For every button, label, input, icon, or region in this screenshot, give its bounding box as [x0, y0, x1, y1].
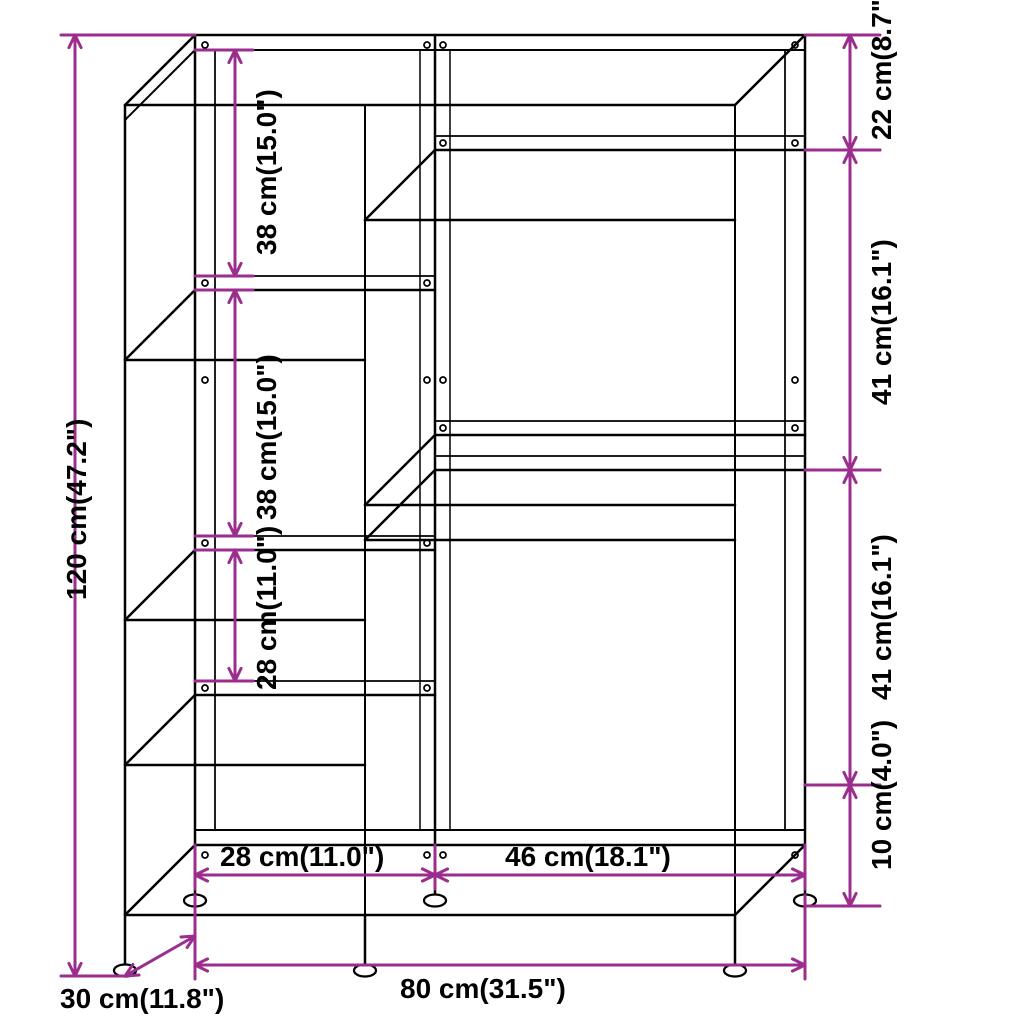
dim-left-38b: 38 cm(15.0")	[253, 354, 281, 520]
dim-total-height: 120 cm(47.2")	[63, 419, 91, 600]
dim-right-41a: 41 cm(16.1")	[868, 239, 896, 405]
dim-width-80: 80 cm(31.5")	[400, 975, 566, 1003]
dim-right-10: 10 cm(4.0")	[868, 720, 896, 870]
dim-right-41b: 41 cm(16.1")	[868, 534, 896, 700]
dim-left-28: 28 cm(11.0")	[253, 526, 281, 690]
dim-left-38a: 38 cm(15.0")	[253, 89, 281, 255]
dim-inner-28: 28 cm(11.0")	[220, 843, 384, 871]
dim-right-22: 22 cm(8.7")	[868, 0, 896, 140]
dim-inner-46: 46 cm(18.1")	[505, 843, 671, 871]
dim-depth-30: 30 cm(11.8")	[60, 985, 224, 1013]
